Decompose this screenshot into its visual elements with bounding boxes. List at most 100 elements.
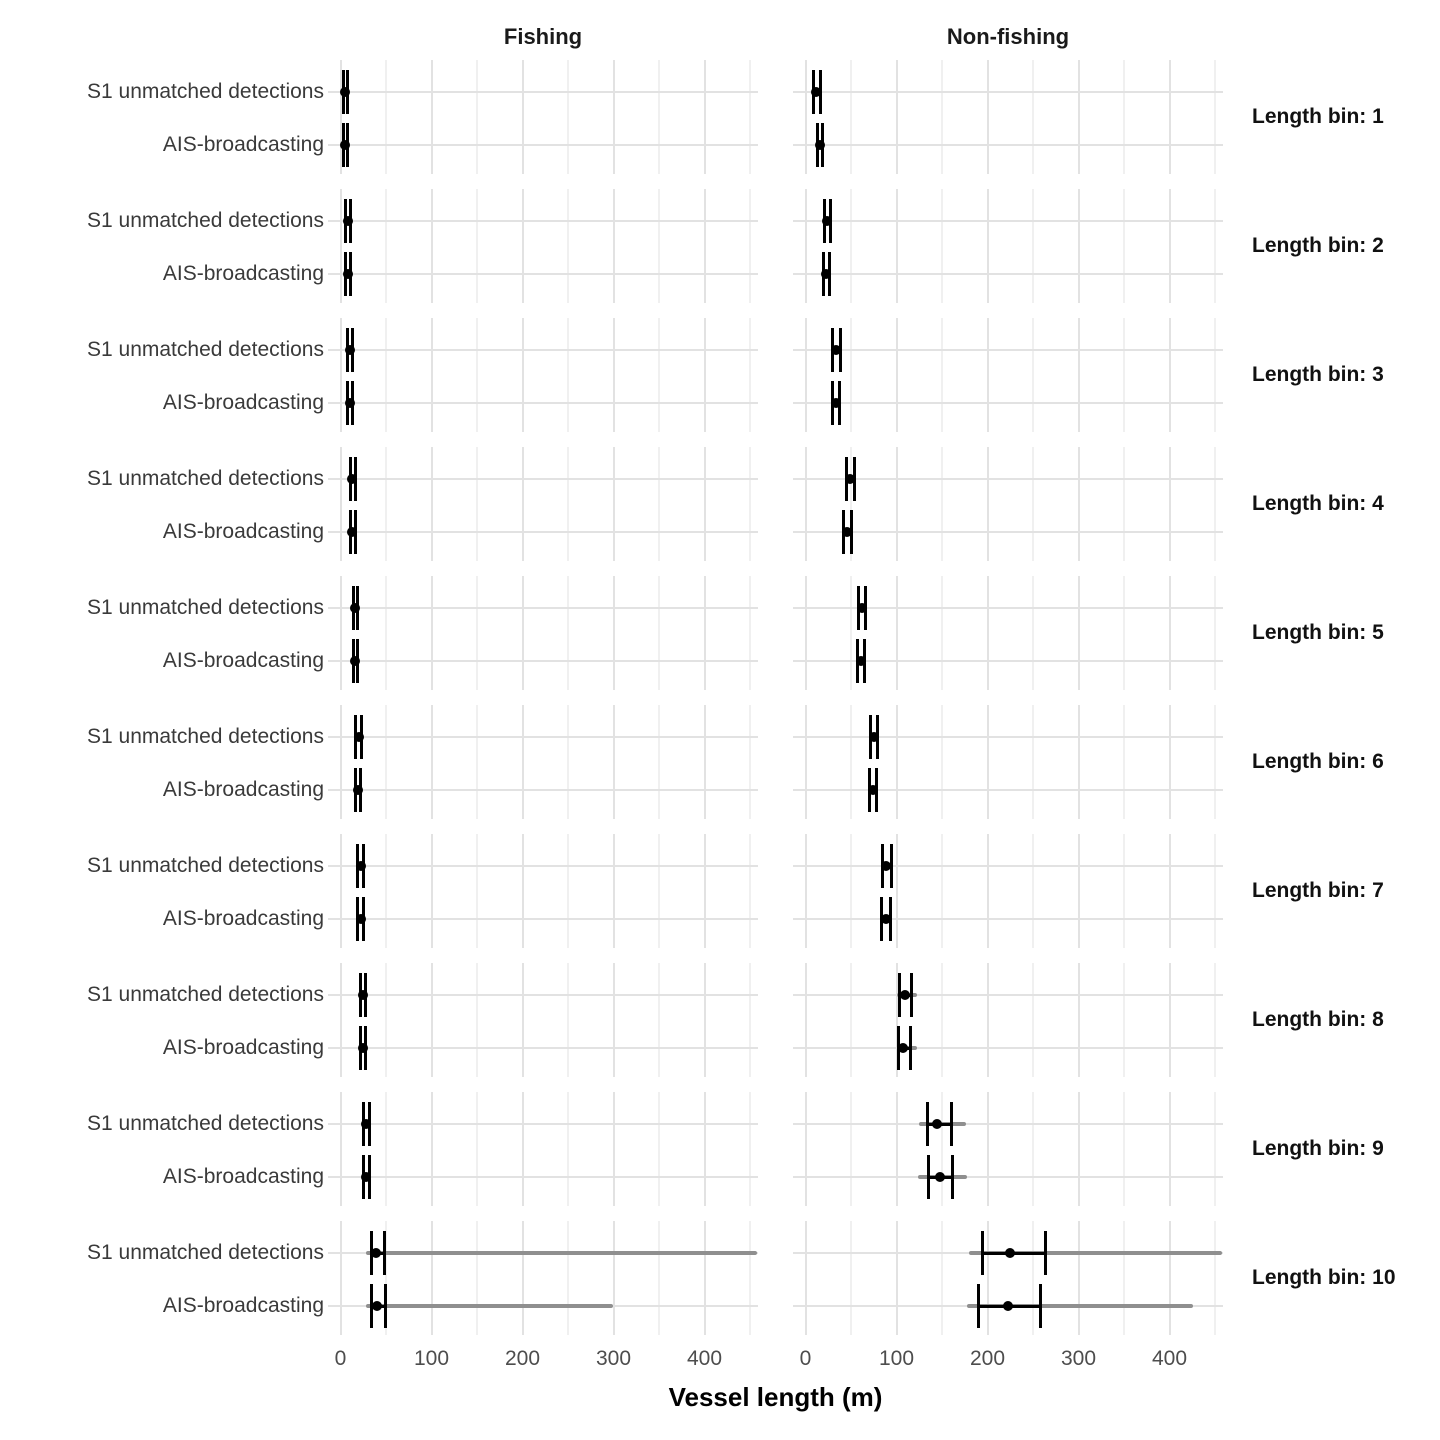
gridline-minor-v (658, 834, 660, 948)
gridline-minor-v (749, 189, 751, 303)
point-estimate (358, 1043, 369, 1053)
x-tick-label: 200 (504, 1347, 541, 1370)
gridline-h (328, 273, 758, 275)
gridline-major-v (986, 447, 989, 561)
gridline-major-v (521, 1221, 524, 1335)
gridline-h (793, 660, 1223, 662)
point-estimate (931, 1119, 942, 1129)
x-tick-label: 0 (334, 1347, 347, 1370)
gridline-minor-v (1214, 576, 1216, 690)
gridline-major-v (521, 834, 524, 948)
gridline-h (328, 607, 758, 609)
y-tick-label: S1 unmatched detections (87, 596, 324, 619)
gridline-minor-v (476, 1221, 478, 1335)
gridline-major-v (339, 1092, 342, 1206)
gridline-minor-v (749, 318, 751, 432)
y-tick-label: S1 unmatched detections (87, 209, 324, 232)
facet-column-header-nonfishing: Non-fishing (946, 24, 1070, 49)
gridline-minor-v (1032, 1221, 1034, 1335)
panel-nonfishing (793, 60, 1223, 174)
full-range-line (966, 1304, 1194, 1308)
gridline-major-v (703, 189, 706, 303)
y-tick-label: AIS-broadcasting (162, 1036, 324, 1059)
point-estimate (1002, 1301, 1013, 1311)
point-estimate (353, 732, 364, 742)
gridline-major-v (703, 447, 706, 561)
gridline-minor-v (850, 447, 852, 561)
gridline-minor-v (749, 1221, 751, 1335)
point-estimate (347, 474, 358, 484)
gridline-h (793, 918, 1223, 920)
gridline-major-v (1077, 189, 1080, 303)
gridline-major-v (1168, 1092, 1171, 1206)
gridline-major-v (339, 189, 342, 303)
gridline-major-v (986, 189, 989, 303)
point-estimate (845, 474, 856, 484)
gridline-major-v (521, 705, 524, 819)
gridline-major-v (986, 318, 989, 432)
gridline-major-v (430, 318, 433, 432)
panel-fishing (328, 834, 758, 948)
y-tick-label: AIS-broadcasting (162, 1294, 324, 1317)
panel-fishing (328, 60, 758, 174)
errorbar-cap (950, 1155, 954, 1199)
gridline-minor-v (1214, 705, 1216, 819)
gridline-minor-v (658, 1092, 660, 1206)
gridline-minor-v (850, 963, 852, 1077)
gridline-minor-v (850, 189, 852, 303)
gridline-major-v (612, 963, 615, 1077)
gridline-minor-v (476, 189, 478, 303)
gridline-h (793, 1123, 1223, 1125)
gridline-minor-v (476, 318, 478, 432)
gridline-minor-v (1123, 963, 1125, 1077)
full-range-line (365, 1304, 614, 1308)
gridline-major-v (430, 834, 433, 948)
point-estimate (355, 861, 366, 871)
point-estimate (867, 785, 878, 795)
errorbar-cap (1038, 1284, 1042, 1328)
errorbar-cap (980, 1231, 984, 1275)
gridline-major-v (430, 1092, 433, 1206)
y-tick-label: S1 unmatched detections (87, 467, 324, 490)
gridline-major-v (1077, 1221, 1080, 1335)
gridline-minor-v (941, 447, 943, 561)
gridline-major-v (430, 1221, 433, 1335)
gridline-minor-v (1214, 318, 1216, 432)
point-estimate (831, 345, 842, 355)
x-tick-label: 300 (1060, 1347, 1097, 1370)
gridline-minor-v (385, 834, 387, 948)
facet-strip-label: Length bin: 7 (1252, 879, 1384, 902)
gridline-minor-v (476, 60, 478, 174)
gridline-major-v (521, 576, 524, 690)
point-estimate (340, 140, 351, 150)
gridline-major-v (1168, 705, 1171, 819)
y-tick-label: AIS-broadcasting (162, 1165, 324, 1188)
gridline-h (328, 1123, 758, 1125)
gridline-minor-v (1214, 1092, 1216, 1206)
gridline-h (793, 478, 1223, 480)
gridline-minor-v (941, 60, 943, 174)
gridline-major-v (612, 447, 615, 561)
gridline-minor-v (658, 60, 660, 174)
facet-strip-label: Length bin: 3 (1252, 363, 1384, 386)
errorbar-cap (382, 1231, 386, 1275)
errorbar-cap (949, 1102, 953, 1146)
errorbar-cap (1044, 1231, 1048, 1275)
y-tick-label: S1 unmatched detections (87, 854, 324, 877)
y-tick-label: AIS-broadcasting (162, 778, 324, 801)
panel-nonfishing (793, 834, 1223, 948)
gridline-minor-v (749, 834, 751, 948)
gridline-major-v (339, 963, 342, 1077)
gridline-minor-v (941, 834, 943, 948)
gridline-major-v (1168, 576, 1171, 690)
gridline-minor-v (476, 1092, 478, 1206)
y-tick-label: S1 unmatched detections (87, 1241, 324, 1264)
gridline-major-v (895, 60, 898, 174)
panel-fishing (328, 189, 758, 303)
panel-fishing (328, 705, 758, 819)
y-tick-label: S1 unmatched detections (87, 80, 324, 103)
errorbar-cap (369, 1284, 373, 1328)
gridline-h (793, 144, 1223, 146)
point-estimate (822, 216, 833, 226)
point-estimate (347, 527, 358, 537)
